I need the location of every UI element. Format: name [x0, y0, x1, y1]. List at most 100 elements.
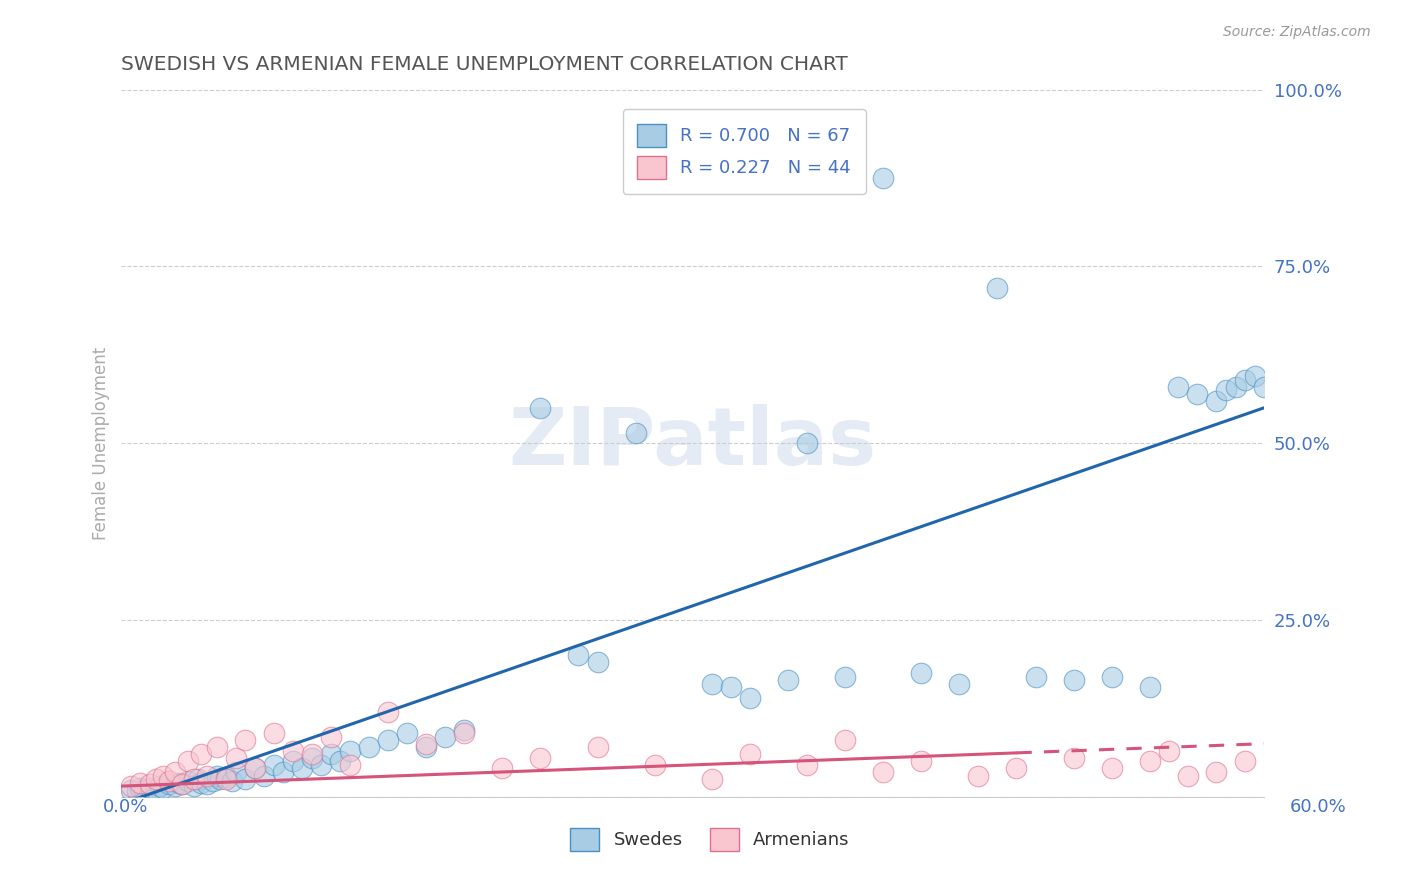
Point — [319, 747, 342, 762]
Legend: R = 0.700   N = 67, R = 0.227   N = 44: R = 0.700 N = 67, R = 0.227 N = 44 — [623, 109, 866, 194]
Point — [1205, 393, 1227, 408]
Point — [357, 740, 380, 755]
Point — [339, 744, 361, 758]
Point — [201, 774, 224, 789]
Point — [834, 669, 856, 683]
Point — [624, 425, 647, 440]
Point — [148, 779, 170, 793]
Point — [700, 772, 723, 786]
Text: 60.0%: 60.0% — [1291, 798, 1347, 816]
Point — [339, 758, 361, 772]
Point — [243, 761, 266, 775]
Text: SWEDISH VS ARMENIAN FEMALE UNEMPLOYMENT CORRELATION CHART: SWEDISH VS ARMENIAN FEMALE UNEMPLOYMENT … — [121, 55, 848, 74]
Point — [453, 726, 475, 740]
Point — [1234, 755, 1257, 769]
Point — [319, 730, 342, 744]
Point — [172, 777, 194, 791]
Point — [157, 777, 180, 791]
Point — [1157, 744, 1180, 758]
Point — [291, 761, 314, 775]
Point — [152, 781, 174, 796]
Point — [139, 781, 162, 796]
Point — [129, 781, 152, 796]
Point — [233, 733, 256, 747]
Point — [301, 751, 323, 765]
Point — [253, 768, 276, 782]
Point — [910, 755, 932, 769]
Point — [145, 772, 167, 786]
Point — [273, 764, 295, 779]
Point — [586, 656, 609, 670]
Point — [225, 751, 247, 765]
Point — [129, 775, 152, 789]
Point — [311, 758, 333, 772]
Point — [1205, 764, 1227, 779]
Point — [225, 764, 247, 779]
Point — [190, 747, 212, 762]
Point — [120, 779, 142, 793]
Point — [738, 747, 761, 762]
Legend: Swedes, Armenians: Swedes, Armenians — [564, 821, 856, 858]
Y-axis label: Female Unemployment: Female Unemployment — [93, 346, 110, 540]
Point — [1177, 768, 1199, 782]
Point — [720, 680, 742, 694]
Point — [796, 436, 818, 450]
Point — [1234, 372, 1257, 386]
Point — [172, 777, 194, 791]
Point — [586, 740, 609, 755]
Point — [157, 774, 180, 789]
Point — [195, 777, 218, 791]
Point — [1139, 680, 1161, 694]
Point — [329, 755, 352, 769]
Point — [205, 740, 228, 755]
Point — [221, 774, 243, 789]
Text: 0.0%: 0.0% — [103, 798, 148, 816]
Point — [190, 775, 212, 789]
Point — [967, 768, 990, 782]
Point — [163, 779, 186, 793]
Point — [872, 171, 894, 186]
Point — [986, 280, 1008, 294]
Point — [243, 761, 266, 775]
Point — [1101, 669, 1123, 683]
Point — [1243, 368, 1265, 383]
Point — [567, 648, 589, 663]
Point — [948, 676, 970, 690]
Point — [139, 777, 162, 791]
Point — [177, 755, 200, 769]
Point — [1025, 669, 1047, 683]
Point — [215, 770, 238, 784]
Point — [1215, 383, 1237, 397]
Point — [183, 772, 205, 786]
Point — [1101, 761, 1123, 775]
Point — [120, 782, 142, 797]
Point — [872, 764, 894, 779]
Point — [1063, 673, 1085, 687]
Point — [796, 758, 818, 772]
Point — [644, 758, 666, 772]
Text: Source: ZipAtlas.com: Source: ZipAtlas.com — [1223, 25, 1371, 39]
Point — [209, 772, 232, 786]
Point — [1167, 379, 1189, 393]
Point — [415, 737, 437, 751]
Point — [134, 782, 156, 797]
Point — [233, 772, 256, 786]
Point — [263, 726, 285, 740]
Point — [152, 768, 174, 782]
Point — [396, 726, 419, 740]
Point — [377, 705, 399, 719]
Point — [1225, 379, 1247, 393]
Point — [263, 758, 285, 772]
Point — [491, 761, 513, 775]
Point — [183, 779, 205, 793]
Point — [834, 733, 856, 747]
Point — [205, 768, 228, 782]
Point — [195, 768, 218, 782]
Point — [301, 747, 323, 762]
Point — [215, 772, 238, 786]
Point — [377, 733, 399, 747]
Point — [1139, 755, 1161, 769]
Point — [1253, 379, 1275, 393]
Point — [1063, 751, 1085, 765]
Point — [529, 751, 551, 765]
